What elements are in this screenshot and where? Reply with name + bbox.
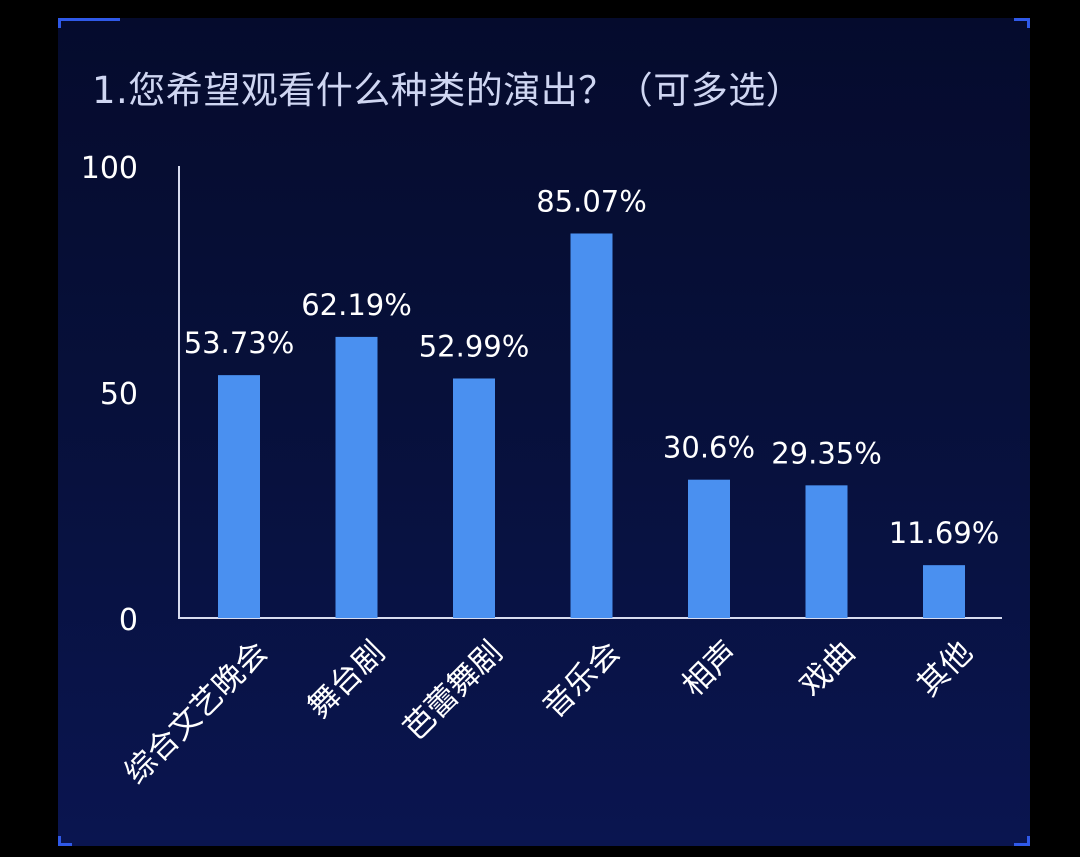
y-tick-label: 0 bbox=[119, 603, 138, 638]
corner-accent-top-left bbox=[58, 18, 120, 28]
data-label: 30.6% bbox=[663, 431, 755, 465]
data-label: 53.73% bbox=[184, 326, 295, 360]
bar bbox=[335, 336, 378, 618]
category-label: 综合文艺晚会 bbox=[118, 634, 275, 791]
category-label: 舞台剧 bbox=[301, 634, 392, 725]
category-label: 音乐会 bbox=[536, 634, 627, 725]
corner-accent-bottom-left bbox=[58, 836, 72, 846]
data-label: 11.69% bbox=[889, 516, 1000, 550]
data-label: 85.07% bbox=[536, 184, 647, 218]
chart-title: 1.您希望观看什么种类的演出？（可多选） bbox=[92, 69, 804, 112]
bar bbox=[570, 233, 613, 619]
corner-accent-top-right bbox=[1014, 18, 1030, 28]
corner-accent-bottom-right bbox=[1014, 836, 1030, 846]
data-label: 52.99% bbox=[419, 329, 530, 363]
bar bbox=[218, 375, 260, 618]
y-tick-labels: 0 50 100 bbox=[81, 151, 138, 638]
data-label: 62.19% bbox=[301, 288, 412, 322]
category-label: 芭蕾舞剧 bbox=[397, 634, 510, 747]
category-label: 其他 bbox=[910, 634, 979, 703]
category-labels: 综合文艺晚会 舞台剧 芭蕾舞剧 音乐会 相声 戏曲 其他 bbox=[118, 634, 980, 791]
y-tick-label: 50 bbox=[100, 377, 138, 412]
y-tick-label: 100 bbox=[81, 151, 138, 186]
bar bbox=[805, 485, 848, 618]
bar bbox=[688, 479, 730, 618]
category-label: 戏曲 bbox=[793, 634, 862, 703]
bar bbox=[923, 565, 965, 618]
data-label: 29.35% bbox=[771, 436, 882, 470]
bar bbox=[453, 378, 495, 618]
category-label: 相声 bbox=[675, 634, 744, 703]
bars bbox=[218, 233, 965, 619]
data-labels: 53.73%62.19%52.99% 85.07% 30.6% 29.35% 11.69… bbox=[184, 184, 1000, 550]
